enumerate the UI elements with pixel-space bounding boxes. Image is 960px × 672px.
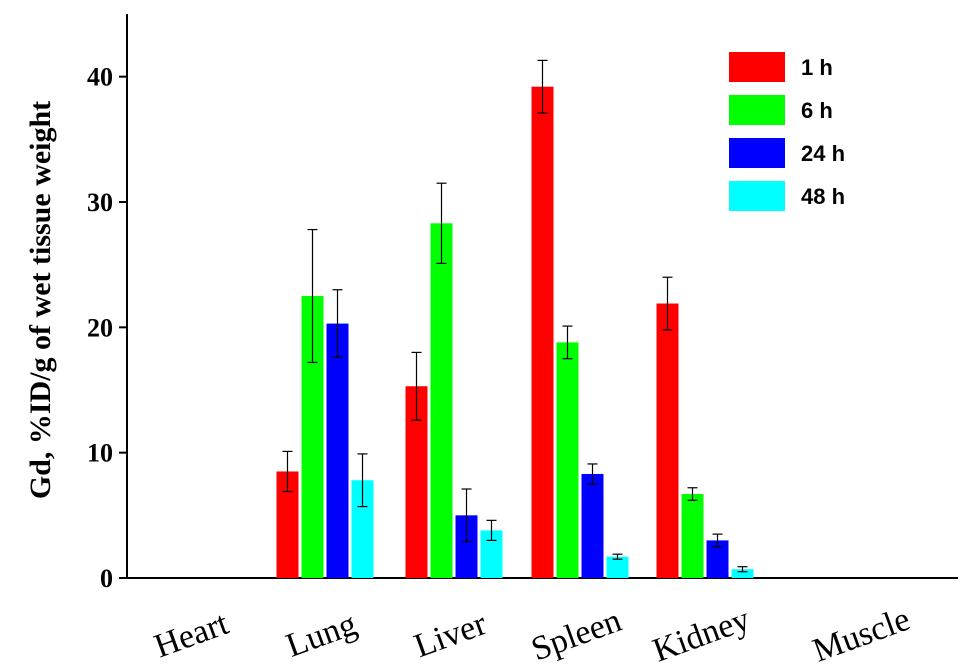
- legend-label: 6 h: [801, 98, 833, 123]
- y-tick-label: 40: [87, 63, 113, 92]
- legend-label: 48 h: [801, 184, 845, 209]
- bar: [581, 473, 604, 578]
- bar: [531, 86, 554, 579]
- error-bars: [282, 59, 748, 573]
- bar: [606, 556, 629, 578]
- x-tick-label: Heart: [150, 605, 234, 666]
- bar: [455, 515, 478, 578]
- bar: [326, 323, 349, 578]
- legend-label: 24 h: [801, 141, 845, 166]
- y-ticks: 0 10 20 30 40: [87, 63, 127, 593]
- x-tick-label: Liver: [409, 605, 491, 665]
- legend: 1 h 6 h 24 h 48 h: [729, 52, 845, 211]
- x-tick-label: Spleen: [527, 602, 627, 668]
- bar: [681, 494, 704, 578]
- bar: [706, 540, 729, 578]
- y-tick-label: 30: [87, 188, 113, 217]
- bar: [731, 569, 754, 578]
- legend-swatch: [729, 95, 785, 125]
- y-tick-label: 20: [87, 313, 113, 342]
- bar: [301, 296, 324, 578]
- bar: [656, 303, 679, 578]
- bar: [480, 530, 503, 578]
- y-axis-label: Gd, %ID/g of wet tissue weight: [24, 101, 57, 499]
- bar: [430, 223, 453, 578]
- legend-swatch: [729, 138, 785, 168]
- bar: [276, 471, 299, 578]
- bar: [351, 480, 374, 578]
- bar: [556, 342, 579, 578]
- x-tick-labels: Heart Lung Liver Spleen Kidney Muscle: [150, 601, 915, 670]
- legend-label: 1 h: [801, 55, 833, 80]
- x-tick-label: Kidney: [648, 601, 755, 670]
- legend-swatch: [729, 181, 785, 211]
- x-tick-label: Lung: [281, 605, 361, 664]
- y-tick-label: 0: [100, 564, 113, 593]
- x-tick-label: Muscle: [808, 601, 915, 670]
- legend-swatch: [729, 52, 785, 82]
- bars: [276, 86, 754, 579]
- bar: [405, 386, 428, 578]
- y-tick-label: 10: [87, 439, 113, 468]
